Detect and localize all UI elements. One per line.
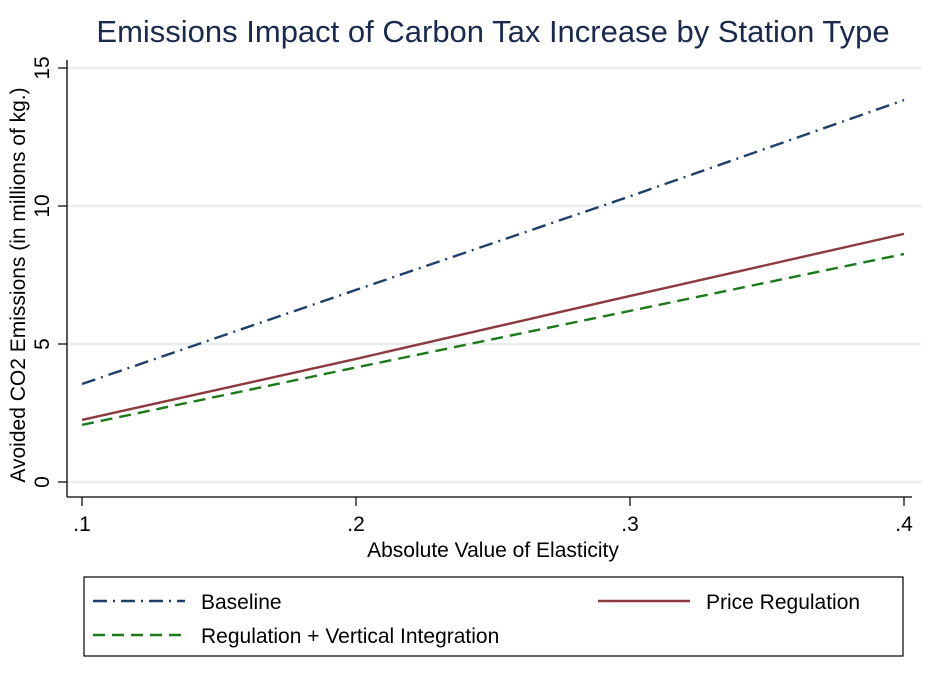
gridlines [68,66,921,484]
y-axis-label: Avoided CO2 Emissions (in millions of kg… [7,87,30,482]
chart-title: Emissions Impact of Carbon Tax Increase … [96,14,889,49]
series-line-regulation-vertical-integration [81,252,905,427]
y-tick-label: 15 [31,56,54,79]
legend-label: Price Regulation [706,591,860,614]
x-ticks: .1 .2 .3 .4 [73,497,913,536]
series-lines [81,98,905,427]
y-ticks: 0 5 10 15 [31,56,67,488]
x-tick-label: .1 [73,513,91,536]
legend-label: Regulation + Vertical Integration [201,625,499,648]
series-line-baseline [81,98,905,386]
x-axis-label: Absolute Value of Elasticity [367,539,619,562]
legend-label: Baseline [201,591,282,614]
x-tick-label: .2 [347,513,365,536]
series-line-price-regulation [81,232,905,422]
legend: Baseline Price Regulation Regulation + Ver… [93,591,860,648]
y-tick-label: 5 [31,338,54,350]
legend-box [83,576,904,657]
x-tick-label: .3 [621,513,639,536]
y-tick-label: 10 [31,194,54,217]
y-tick-label: 0 [31,476,54,488]
x-tick-label: .4 [895,513,913,536]
